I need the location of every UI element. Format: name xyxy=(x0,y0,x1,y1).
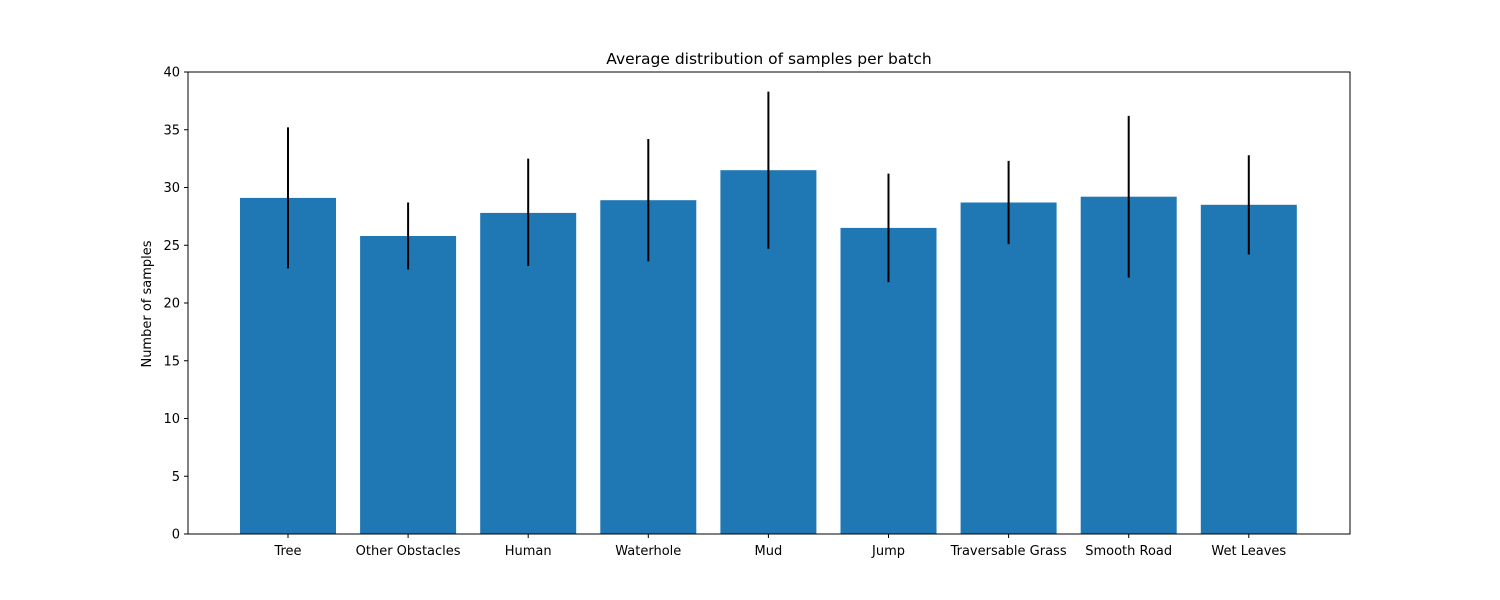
x-tick-label: Other Obstacles xyxy=(356,544,461,559)
bar-human xyxy=(480,212,577,534)
x-tick-label: Traversable Grass xyxy=(950,544,1067,559)
y-tick-label: 5 xyxy=(172,470,180,485)
y-tick-label: 35 xyxy=(163,123,180,138)
y-tick-label: 25 xyxy=(163,239,180,254)
y-tick-label: 30 xyxy=(163,181,180,196)
bar-other-obstacles xyxy=(360,236,457,534)
plot-area: 0 5 10 15 20 25 30 35 40 Tree Other Obstacles Human… xyxy=(163,66,1351,559)
bar-traversable-grass xyxy=(960,202,1057,534)
x-tick-label: Jump xyxy=(871,544,905,559)
y-tick-label: 40 xyxy=(163,66,180,81)
x-tick-label: Tree xyxy=(273,544,301,559)
chart-title: Average distribution of samples per batc… xyxy=(606,50,932,68)
y-tick-label: 0 xyxy=(172,528,180,543)
y-tick-label: 20 xyxy=(163,297,180,312)
y-axis-label: Number of samples xyxy=(140,240,155,367)
y-tick-label: 15 xyxy=(163,354,180,369)
x-tick-label: Smooth Road xyxy=(1085,544,1172,559)
bar-wet-leaves xyxy=(1200,204,1297,535)
y-tick-label: 10 xyxy=(163,412,180,427)
x-tick-label: Waterhole xyxy=(615,544,681,559)
x-tick-label: Wet Leaves xyxy=(1211,544,1286,559)
x-tick-label: Mud xyxy=(755,544,783,559)
x-tick-label: Human xyxy=(505,544,552,559)
